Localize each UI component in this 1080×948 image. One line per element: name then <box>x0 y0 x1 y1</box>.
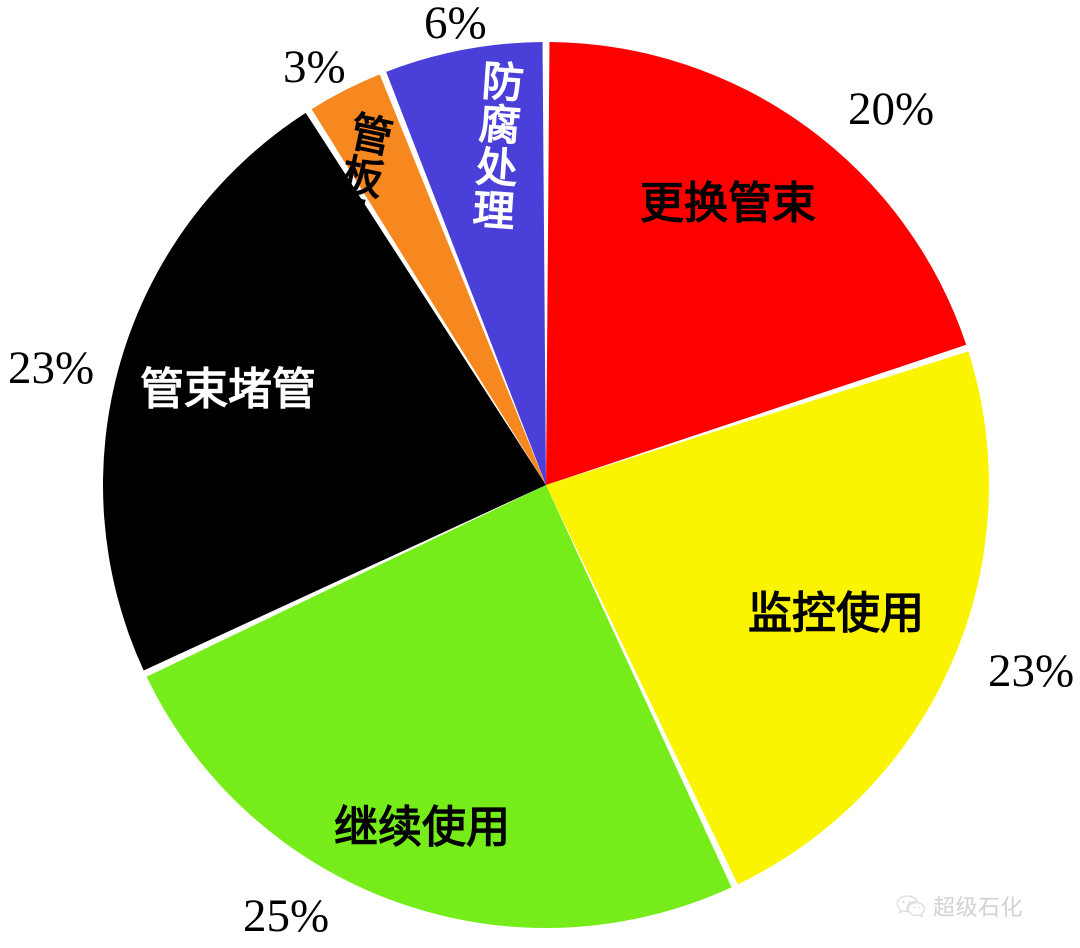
slice-value-continue-use: 25% <box>243 890 330 942</box>
pie-slice-anticorrosion <box>386 42 546 485</box>
pie-slice-monitor-use <box>546 351 989 885</box>
slice-label-continue-use: 继续使用 <box>334 802 510 853</box>
pie-slice-replace-bundle <box>546 42 967 485</box>
slice-label-anticorrosion: 防腐处理 <box>465 57 526 233</box>
slice-value-replace-bundle: 20% <box>848 83 935 135</box>
slice-value-plug-tubes: 23% <box>8 342 95 394</box>
slice-label-monitor-use: 监控使用 <box>748 588 924 639</box>
slice-label-plug-tubes: 管束堵管 <box>140 364 316 415</box>
pie-slice-group <box>102 42 989 929</box>
pie-slice-plug-tubes <box>102 112 547 671</box>
wechat-icon <box>896 895 926 918</box>
pie-slice-weld-repair <box>311 74 546 486</box>
watermark: 超级石化 <box>896 890 1023 922</box>
pie-slice-continue-use <box>146 485 732 929</box>
watermark-text: 超级石化 <box>933 896 1024 921</box>
slice-value-monitor-use: 23% <box>988 645 1075 697</box>
slice-value-anticorrosion: 6% <box>424 0 487 49</box>
slice-label-replace-bundle: 更换管束 <box>640 178 816 229</box>
slice-value-weld-repair: 3% <box>283 41 346 93</box>
